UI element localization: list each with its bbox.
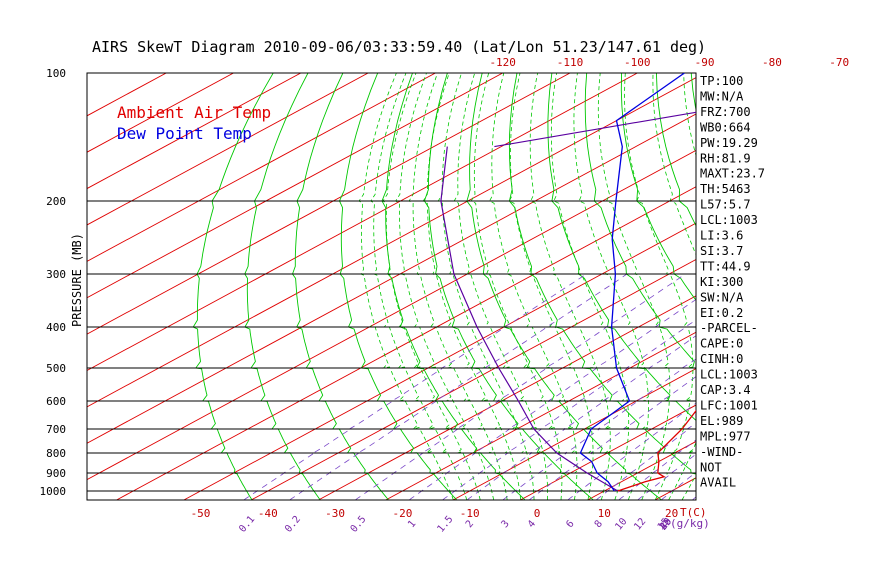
bottom-temp-tick-label: -10	[460, 507, 480, 520]
legend-dew-point-temp: Dew Point Temp	[117, 124, 252, 143]
sounding-index: TH:5463	[700, 182, 751, 196]
pressure-label-500: 500	[46, 362, 66, 375]
pressure-label-400: 400	[46, 321, 66, 334]
bottom-temp-tick-label: -30	[325, 507, 345, 520]
bottom-temp-tick-label: 10	[598, 507, 611, 520]
top-temp-tick-label: -80	[762, 56, 782, 69]
bottom-temp-tick-label: -40	[258, 507, 278, 520]
sounding-index: LCL:1003	[700, 368, 758, 382]
top-temp-tick-label: -100	[624, 56, 651, 69]
sounding-index: -WIND-	[700, 445, 743, 459]
pressure-label-300: 300	[46, 268, 66, 281]
sounding-index: EL:989	[700, 414, 743, 428]
sounding-index: CAP:3.4	[700, 383, 751, 397]
sounding-index: WB0:664	[700, 120, 751, 134]
bottom-temp-tick-label: -50	[191, 507, 211, 520]
legend-ambient-air-temp: Ambient Air Temp	[117, 103, 271, 122]
sounding-index: MW:N/A	[700, 89, 744, 103]
sounding-index: SI:3.7	[700, 244, 743, 258]
pressure-label-900: 900	[46, 467, 66, 480]
sounding-index: FRZ:700	[700, 105, 751, 119]
sounding-index: NOT	[700, 460, 722, 474]
sounding-index: LI:3.6	[700, 229, 743, 243]
pressure-label-800: 800	[46, 447, 66, 460]
pressure-label-600: 600	[46, 395, 66, 408]
sounding-index: TP:100	[700, 74, 743, 88]
pressure-label-200: 200	[46, 195, 66, 208]
pressure-label-100: 100	[46, 67, 66, 80]
mixing-ratio-unit-label: (g/kg)	[670, 517, 710, 530]
sounding-index: SW:N/A	[700, 290, 744, 304]
sounding-index: EI:0.2	[700, 306, 743, 320]
sounding-index: L57:5.7	[700, 198, 751, 212]
sounding-index: CAPE:0	[700, 337, 743, 351]
top-temp-tick-label: -110	[557, 56, 584, 69]
bottom-temp-tick-label: 0	[534, 507, 541, 520]
sounding-index: MPL:977	[700, 429, 751, 443]
sounding-index: LCL:1003	[700, 213, 758, 227]
sounding-index: LFC:1001	[700, 398, 758, 412]
sounding-index: MAXT:23.7	[700, 167, 765, 181]
sounding-index: -PARCEL-	[700, 321, 758, 335]
chart-title: AIRS SkewT Diagram 2010-09-06/03:33:59.4…	[92, 38, 706, 56]
sounding-index: AVAIL	[700, 476, 736, 490]
sounding-index: KI:300	[700, 275, 743, 289]
top-temp-tick-label: -120	[489, 56, 516, 69]
y-axis-label: PRESSURE (MB)	[70, 233, 84, 327]
sounding-index: RH:81.9	[700, 151, 751, 165]
sounding-index: PW:19.29	[700, 136, 758, 150]
sounding-index: TT:44.9	[700, 259, 751, 273]
top-temp-tick-label: -90	[695, 56, 715, 69]
top-temp-tick-label: -70	[829, 56, 849, 69]
pressure-label-1000: 1000	[40, 485, 67, 498]
pressure-label-700: 700	[46, 423, 66, 436]
sounding-index: CINH:0	[700, 352, 743, 366]
